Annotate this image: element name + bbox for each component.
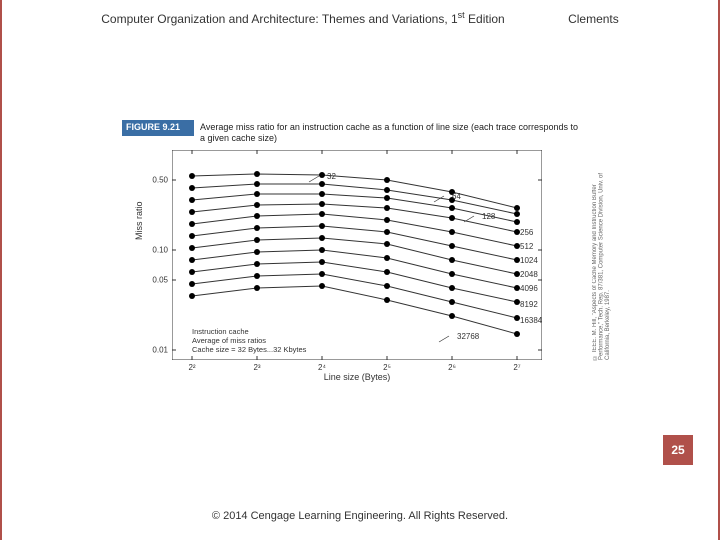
xtick-label: 2³ <box>253 363 260 372</box>
ytick-label: 0.05 <box>152 276 168 285</box>
series-label: 4096 <box>520 284 538 293</box>
author-name: Clements <box>568 12 619 26</box>
xtick-label: 2² <box>188 363 195 372</box>
x-axis-label: Line size (Bytes) <box>172 372 542 382</box>
figure-credit: © IEEE. M. Hill, "Aspects of Cache Memor… <box>592 150 602 360</box>
series-label: 32 <box>327 172 336 181</box>
series-label: 32768 <box>457 332 479 341</box>
xtick-label: 2⁷ <box>513 363 520 372</box>
series-label: 16384 <box>520 316 542 325</box>
note-line-3: Cache size = 32 Bytes...32 Kbytes <box>192 345 306 354</box>
ytick-label: 0.50 <box>152 176 168 185</box>
book-title: Computer Organization and Architecture: … <box>101 12 508 26</box>
xtick-label: 2⁴ <box>318 363 326 372</box>
chart-note: Instruction cache Average of miss ratios… <box>192 327 306 354</box>
ytick-label: 0.01 <box>152 346 168 355</box>
series-label: 1024 <box>520 256 538 265</box>
note-line-1: Instruction cache <box>192 327 306 336</box>
figure-caption: Average miss ratio for an instruction ca… <box>200 122 580 144</box>
xtick-label: 2⁶ <box>448 363 456 372</box>
edition-suffix: Edition <box>465 12 505 26</box>
title-text: Computer Organization and Architecture: … <box>101 12 457 26</box>
series-label: 2048 <box>520 270 538 279</box>
edition-superscript: st <box>458 10 465 20</box>
series-label: 512 <box>520 242 533 251</box>
slide-header: Computer Organization and Architecture: … <box>2 10 718 26</box>
page-number-badge: 25 <box>663 435 693 465</box>
figure-label: FIGURE 9.21 <box>122 120 194 136</box>
series-label: 8192 <box>520 300 538 309</box>
miss-ratio-chart: Miss ratio Line size (Bytes) 0.010.050.1… <box>172 150 542 360</box>
xtick-label: 2⁵ <box>383 363 391 372</box>
series-label: 256 <box>520 228 533 237</box>
figure-container: FIGURE 9.21 Average miss ratio for an in… <box>122 120 612 390</box>
y-axis-label: Miss ratio <box>134 201 144 240</box>
series-label: 128 <box>482 212 495 221</box>
series-label: 64 <box>452 192 461 201</box>
slide: Computer Organization and Architecture: … <box>0 0 720 540</box>
note-line-2: Average of miss ratios <box>192 336 306 345</box>
copyright-footer: © 2014 Cengage Learning Engineering. All… <box>2 510 718 522</box>
ytick-label: 0.10 <box>152 246 168 255</box>
